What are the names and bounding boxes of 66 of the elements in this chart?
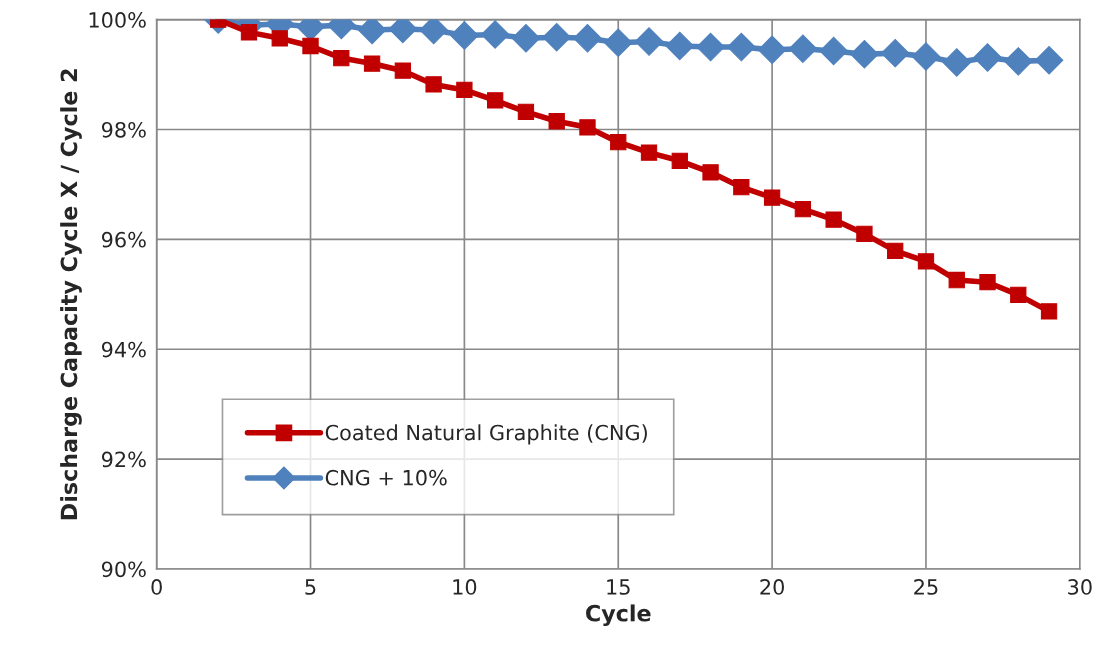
point (394, 62, 411, 79)
point (702, 164, 719, 181)
point (917, 253, 935, 270)
point (450, 21, 479, 50)
y-tick-label: 94% (101, 341, 146, 358)
point (548, 113, 565, 130)
point (757, 35, 787, 65)
y-tick-label: 100% (89, 12, 146, 28)
point (333, 49, 350, 67)
x-tick-label: 30 (1068, 579, 1092, 595)
point (887, 242, 904, 260)
point (979, 274, 996, 291)
point (973, 43, 1002, 72)
point (850, 39, 879, 69)
point (880, 38, 910, 68)
point (856, 225, 873, 243)
point (456, 81, 473, 99)
point (825, 211, 842, 228)
point (363, 55, 381, 72)
point (425, 76, 442, 93)
point (419, 19, 448, 45)
x-tick-label: 5 (305, 579, 316, 595)
y-tick-label: 98% (101, 121, 146, 138)
point (480, 20, 510, 49)
y-tick-label: 96% (101, 231, 146, 248)
point (819, 36, 848, 66)
y-axis-title: Discharge Capacity Cycle X / Cycle 2 (60, 69, 82, 520)
x-tick-label: 20 (760, 579, 784, 595)
point (542, 22, 571, 52)
point (788, 34, 818, 64)
point (271, 30, 288, 47)
point (696, 32, 725, 62)
point (487, 92, 504, 109)
point (763, 189, 781, 206)
point (794, 200, 812, 218)
point (302, 37, 319, 55)
legend-label: Coated Natural Graphite (CNG) (325, 424, 647, 445)
point (1040, 303, 1058, 320)
point (1034, 46, 1064, 75)
point (1004, 47, 1033, 76)
point (1010, 286, 1027, 304)
point (727, 32, 756, 62)
point (733, 179, 750, 196)
x-tick-label: 0 (151, 579, 162, 595)
x-tick-label: 15 (607, 579, 630, 595)
point (357, 19, 387, 45)
x-tick-label: 25 (914, 579, 938, 595)
point (942, 48, 972, 77)
point (579, 119, 596, 136)
point (665, 31, 695, 61)
point (948, 271, 965, 289)
point (240, 24, 258, 41)
point (671, 152, 688, 169)
x-axis-title: Cycle (586, 604, 651, 627)
y-tick-label: 92% (101, 451, 146, 468)
y-tick-label: 90% (101, 561, 146, 578)
point (610, 133, 627, 151)
point (511, 24, 541, 53)
x-tick-label: 10 (453, 579, 477, 595)
point (573, 24, 602, 53)
point (911, 42, 941, 71)
point (640, 144, 658, 161)
point (517, 103, 535, 121)
point (603, 28, 633, 57)
point (634, 27, 664, 56)
legend-label: CNG + 10% (325, 469, 447, 486)
